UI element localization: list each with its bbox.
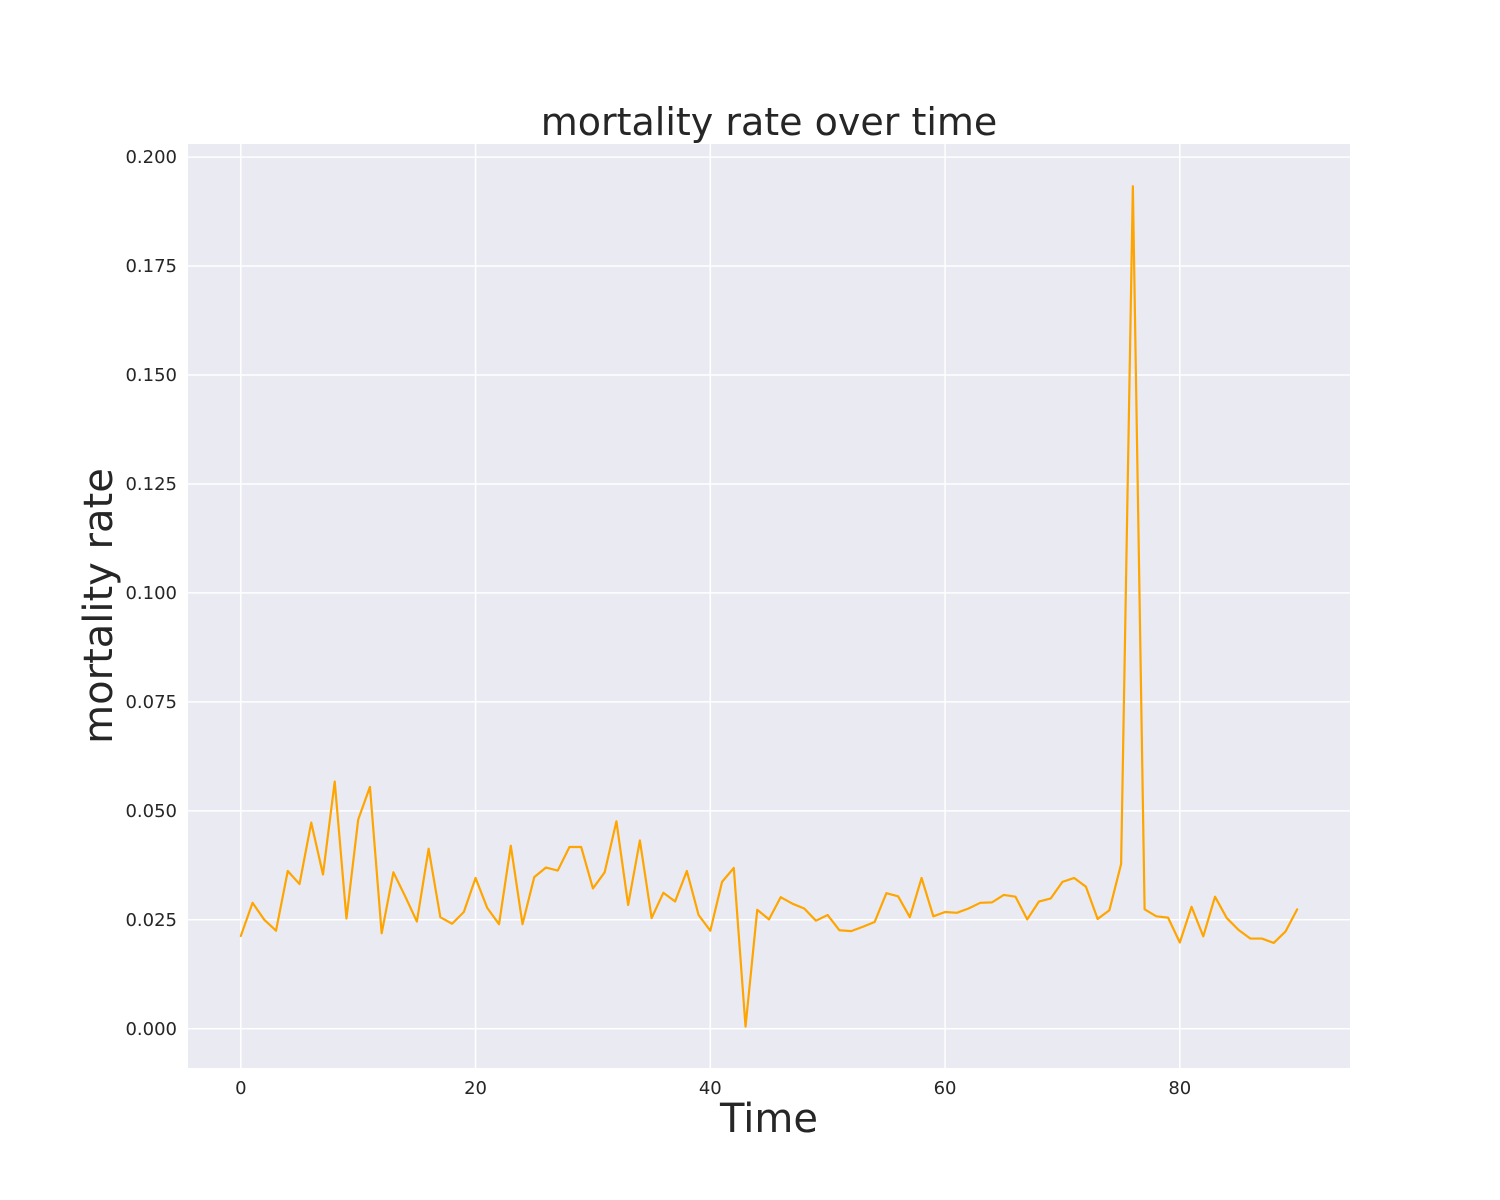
y-tick-label: 0.150 — [125, 365, 177, 386]
x-axis-label: Time — [719, 1096, 818, 1142]
y-axis-label: mortality rate — [76, 468, 122, 744]
x-tick-label: 20 — [464, 1078, 487, 1099]
y-tick-label: 0.025 — [125, 910, 177, 931]
y-tick-label: 0.050 — [125, 801, 177, 822]
x-tick-labels: 0 20 40 60 80 — [235, 1078, 1191, 1099]
chart-title: mortality rate over time — [541, 100, 998, 144]
series-group — [239, 185, 1299, 1028]
x-tick-label: 0 — [235, 1078, 246, 1099]
grid-lines — [188, 144, 1350, 1068]
x-tick-label: 60 — [934, 1078, 957, 1099]
y-tick-label: 0.000 — [125, 1019, 177, 1040]
y-tick-label: 0.075 — [125, 692, 177, 713]
x-tick-label: 80 — [1168, 1078, 1191, 1099]
y-tick-label: 0.125 — [125, 474, 177, 495]
y-tick-labels: 0.000 0.025 0.050 0.075 0.100 0.125 0.150 0.175… — [125, 147, 177, 1040]
y-tick-label: 0.200 — [125, 147, 177, 168]
y-tick-label: 0.100 — [125, 583, 177, 604]
y-tick-label: 0.175 — [125, 256, 177, 277]
plot-area — [188, 144, 1350, 1068]
x-tick-label: 40 — [699, 1078, 722, 1099]
